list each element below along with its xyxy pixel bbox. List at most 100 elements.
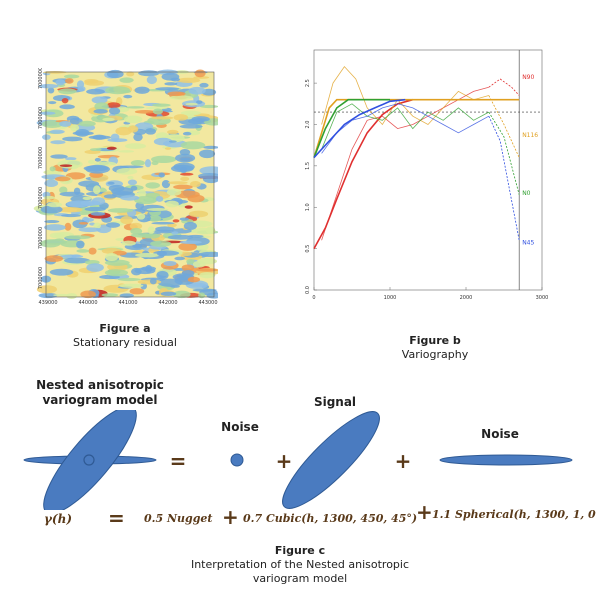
map-y-tick-label: 7000000 — [38, 187, 44, 209]
residual-cell — [176, 77, 201, 83]
residual-cell — [76, 249, 90, 253]
residual-cell — [124, 143, 147, 150]
residual-cell — [75, 128, 90, 137]
experimental-line-n0 — [321, 103, 489, 150]
residual-cell — [61, 98, 69, 104]
residual-cell — [167, 129, 179, 135]
residual-cell — [183, 221, 197, 231]
residual-cell — [50, 154, 68, 159]
residual-cell — [120, 195, 140, 201]
residual-cell — [143, 197, 159, 203]
residual-cell — [193, 76, 210, 79]
residual-cell — [180, 157, 191, 161]
map-y-tick-label: 7000000 — [38, 107, 44, 129]
residual-cell — [190, 180, 201, 188]
residual-cell — [198, 292, 206, 299]
residual-cell — [170, 164, 194, 173]
residual-cell — [167, 234, 194, 240]
residual-cell — [77, 86, 86, 92]
residual-cell — [50, 140, 66, 145]
residual-cell — [145, 106, 168, 110]
residual-cell — [179, 124, 203, 129]
residual-cell — [194, 69, 206, 78]
residual-cell — [59, 104, 75, 110]
residual-cell — [118, 283, 144, 288]
residual-cell — [168, 140, 177, 143]
residual-cell — [151, 221, 175, 225]
residual-cell — [117, 277, 141, 282]
residual-cell — [64, 235, 91, 240]
residual-cell — [127, 175, 134, 180]
residual-cell — [145, 128, 157, 135]
residual-cell — [148, 215, 162, 222]
residual-cell — [64, 222, 72, 231]
noise-ellipse — [439, 454, 573, 466]
plot-area — [313, 49, 543, 291]
residual-cell — [120, 89, 132, 94]
residual-cell — [57, 159, 83, 169]
residual-cell — [187, 276, 200, 283]
equation-equals: = — [108, 506, 125, 530]
residual-cell — [178, 242, 197, 251]
map-x-tick-label: 441000 — [118, 300, 137, 306]
residual-cell — [133, 133, 143, 142]
residual-cell — [160, 291, 177, 297]
residual-cell — [173, 184, 193, 190]
x-tick-label: 0 — [312, 295, 315, 301]
model-line-n90 — [313, 98, 414, 249]
residual-cell — [70, 124, 80, 132]
residual-cell — [151, 116, 174, 120]
residual-cell — [104, 259, 130, 266]
map-y-tick-label: 7000000 — [38, 267, 44, 289]
equation-lhs: γ(h) — [44, 512, 73, 526]
residual-cell — [121, 240, 136, 246]
residual-cell — [123, 94, 133, 99]
residual-cell — [199, 272, 216, 279]
residual-cell — [44, 220, 60, 224]
residual-cell — [104, 269, 129, 277]
residual-cell — [85, 164, 110, 174]
residual-cell — [150, 240, 172, 247]
residual-cell — [59, 186, 68, 194]
y-tick-label: 2.0 — [305, 121, 311, 129]
residual-cell — [161, 72, 180, 81]
residual-cell — [119, 77, 134, 83]
map-y-tick-label: 7000000 — [38, 68, 44, 89]
figure-b: 0 1000 2000 3000 0.0 0.5 1.0 1.5 2.0 2.5 N90 N116 N0… — [296, 46, 560, 308]
map-y-tick-label: 7000000 — [38, 227, 44, 249]
residual-cell — [39, 111, 56, 115]
residual-cell — [130, 232, 153, 238]
residual-cell — [199, 149, 216, 159]
noise-label-1: Noise — [221, 420, 259, 434]
residual-cell — [59, 254, 84, 259]
residual-cell — [126, 71, 135, 77]
residual-cell — [78, 222, 89, 225]
residual-cell — [84, 80, 105, 86]
map-x-ticks: 439000 440000 441000 442000 443000 — [38, 300, 217, 306]
experimental-tail-n116 — [488, 95, 520, 158]
residual-cell — [48, 101, 57, 105]
residual-cell — [181, 264, 195, 272]
residual-cell — [93, 161, 117, 166]
residual-cell — [78, 120, 96, 127]
model-line-n0 — [313, 98, 390, 158]
residual-cell — [205, 226, 216, 235]
residual-cell — [88, 159, 95, 165]
experimental-tail-n0 — [488, 111, 520, 195]
residual-cell — [91, 197, 106, 206]
residual-cell — [41, 120, 63, 129]
residual-cell — [43, 195, 55, 200]
residual-cell — [188, 86, 206, 95]
residual-cell — [164, 147, 172, 150]
residual-cell — [151, 160, 159, 166]
residual-cell — [152, 108, 163, 115]
residual-cell — [184, 205, 193, 209]
y-tick-label: 1.5 — [305, 162, 311, 170]
nested-model-ellipse — [23, 410, 157, 510]
residual-cell — [136, 213, 146, 220]
residual-cell — [144, 159, 152, 168]
residual-cell — [124, 115, 143, 124]
residual-cell — [146, 208, 169, 211]
experimental-line-n90 — [321, 86, 489, 241]
residual-cell — [64, 157, 77, 161]
